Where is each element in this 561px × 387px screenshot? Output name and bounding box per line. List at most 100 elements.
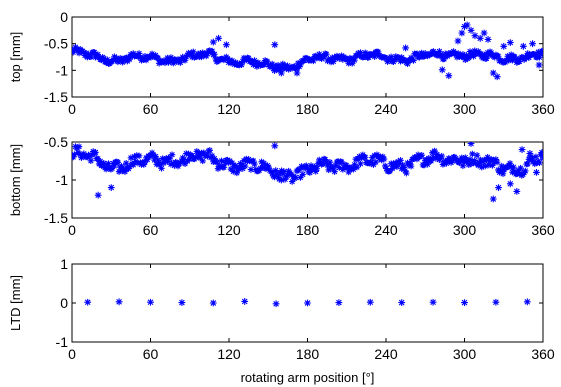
data-point [418, 151, 425, 159]
data-point [86, 152, 93, 160]
data-point [263, 165, 270, 172]
data-point [115, 168, 123, 175]
data-point [147, 54, 155, 61]
data-point [283, 65, 290, 72]
data-point [304, 165, 311, 172]
data-point [248, 58, 256, 66]
data-point [186, 155, 193, 163]
data-point [345, 168, 352, 176]
data-point [180, 156, 188, 163]
data-point [118, 163, 125, 170]
data-point [199, 157, 206, 165]
data-point [416, 54, 423, 61]
data-point [272, 167, 279, 174]
data-point [84, 298, 92, 306]
data-point [500, 166, 508, 173]
data-point [113, 55, 120, 62]
data-point [402, 57, 409, 64]
data-point [213, 158, 221, 166]
data-point [469, 50, 476, 58]
data-point [284, 172, 291, 179]
data-point [465, 54, 473, 61]
data-point [77, 151, 84, 158]
data-point [354, 50, 362, 57]
data-point [297, 61, 304, 69]
data-point [178, 299, 186, 307]
data-point [277, 176, 285, 184]
data-point [476, 34, 484, 42]
data-point [464, 157, 471, 164]
data-point [257, 164, 264, 172]
bottom-panel: 0 60 120 180 240 300 360 -0.5 -1 -1.5 bottom [mm] [8, 134, 555, 238]
data-point [241, 298, 249, 305]
data-point [299, 171, 306, 178]
data-point [152, 52, 159, 59]
data-point [471, 32, 479, 40]
data-point [211, 155, 218, 162]
data-point [493, 73, 501, 81]
data-point [181, 160, 189, 168]
data-point [331, 168, 338, 175]
data-point [238, 162, 245, 169]
data-point [396, 160, 403, 167]
data-point [239, 165, 246, 172]
data-point [430, 48, 437, 55]
data-point [312, 168, 319, 175]
data-point [228, 57, 236, 64]
data-point [499, 170, 507, 177]
data-point [204, 50, 211, 57]
data-point [279, 60, 286, 68]
data-point [258, 158, 265, 166]
data-point [343, 162, 350, 169]
data-point [495, 184, 502, 191]
data-point [479, 158, 487, 166]
x-tick-label: 180 [296, 346, 320, 362]
data-point [121, 168, 129, 175]
data-point [438, 152, 445, 160]
data-point [387, 53, 395, 60]
data-point [345, 60, 352, 67]
data-point [482, 162, 489, 170]
data-point [141, 158, 149, 166]
ltd-y-axis-label: LTD [mm] [8, 275, 23, 331]
data-point [397, 58, 404, 65]
data-point [220, 164, 228, 171]
data-point [353, 163, 361, 171]
data-point [402, 167, 409, 174]
data-point [284, 62, 291, 69]
data-point [197, 154, 204, 162]
data-point [292, 174, 299, 181]
data-point [160, 159, 168, 167]
data-point [102, 165, 110, 173]
data-point [236, 166, 243, 173]
data-point [92, 149, 99, 156]
data-point [456, 159, 463, 166]
data-point [360, 53, 368, 61]
data-point [271, 41, 279, 49]
data-point [264, 58, 271, 66]
data-point [296, 165, 303, 173]
data-point [487, 49, 495, 56]
data-point [404, 60, 411, 68]
data-point [476, 159, 483, 167]
data-point [538, 149, 543, 156]
data-point [509, 57, 516, 64]
y-tick-label: -1.5 [44, 210, 68, 226]
data-point [134, 53, 142, 60]
data-point [184, 51, 191, 59]
data-point [111, 162, 118, 170]
data-point [163, 58, 170, 65]
data-point [492, 298, 500, 306]
data-point [497, 167, 504, 174]
data-point [251, 57, 258, 64]
data-point [448, 135, 455, 142]
data-point [206, 147, 213, 154]
data-point [524, 160, 531, 168]
data-point [320, 53, 328, 60]
data-point [506, 160, 514, 167]
data-point [265, 163, 272, 171]
y-tick-label: -1 [56, 62, 69, 78]
data-point [280, 168, 288, 175]
data-point [512, 55, 520, 63]
data-point [430, 154, 437, 161]
